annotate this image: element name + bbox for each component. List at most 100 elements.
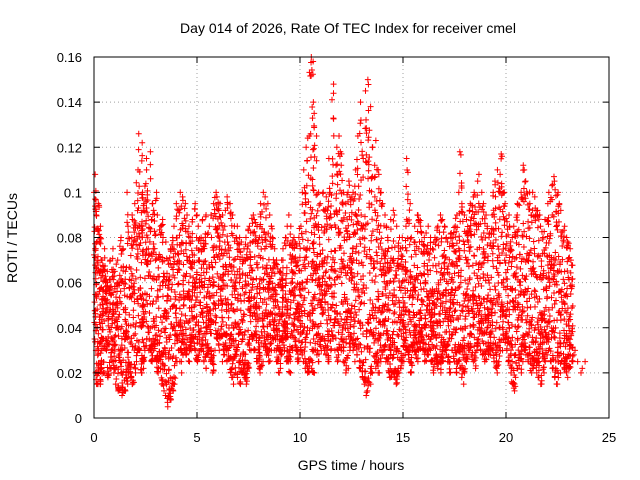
- data-point: [311, 122, 318, 129]
- data-point: [210, 281, 217, 288]
- data-point: [199, 341, 206, 348]
- data-point: [287, 223, 294, 230]
- data-point: [545, 221, 552, 228]
- data-point: [268, 339, 275, 346]
- data-point: [391, 287, 398, 294]
- data-point: [522, 178, 529, 185]
- data-point: [145, 213, 152, 220]
- data-point: [369, 216, 376, 223]
- data-point: [188, 247, 195, 254]
- data-point: [244, 245, 251, 252]
- data-point: [460, 238, 467, 245]
- data-point: [124, 219, 131, 226]
- data-point: [165, 281, 172, 288]
- data-point: [357, 99, 364, 106]
- data-point: [92, 171, 99, 178]
- data-point: [425, 223, 432, 230]
- data-point: [268, 272, 275, 279]
- data-point: [175, 280, 182, 287]
- data-point: [110, 369, 117, 376]
- data-point: [241, 297, 248, 304]
- data-point: [101, 318, 108, 325]
- data-point: [170, 324, 177, 331]
- data-point: [403, 155, 410, 162]
- data-point: [418, 286, 425, 293]
- data-point: [208, 317, 215, 324]
- data-point: [125, 365, 132, 372]
- data-point: [271, 245, 278, 252]
- data-point: [253, 331, 260, 338]
- data-point: [131, 361, 138, 368]
- data-point: [287, 369, 294, 376]
- data-point: [417, 223, 424, 230]
- data-point: [130, 283, 137, 290]
- data-point: [222, 340, 229, 347]
- data-point: [200, 319, 207, 326]
- data-point: [441, 224, 448, 231]
- data-point: [182, 217, 189, 224]
- data-point: [182, 350, 189, 357]
- data-point: [512, 287, 519, 294]
- data-point: [413, 355, 420, 362]
- data-point: [220, 226, 227, 233]
- data-point: [151, 218, 158, 225]
- data-point: [182, 200, 189, 207]
- data-point: [122, 306, 129, 313]
- data-point: [504, 276, 511, 283]
- data-point: [196, 331, 203, 338]
- data-point: [100, 369, 107, 376]
- data-point: [162, 239, 169, 246]
- data-point: [185, 233, 192, 240]
- data-point: [230, 264, 237, 271]
- data-point: [154, 211, 161, 218]
- data-point: [271, 318, 278, 325]
- data-point: [250, 211, 257, 218]
- data-point: [187, 339, 194, 346]
- data-point: [151, 228, 158, 235]
- data-point: [316, 202, 323, 209]
- data-point: [446, 358, 453, 365]
- data-point: [537, 223, 544, 230]
- data-point: [315, 358, 322, 365]
- data-point: [242, 257, 249, 264]
- data-point: [230, 324, 237, 331]
- data-point: [237, 249, 244, 256]
- data-point: [140, 302, 147, 309]
- data-point: [283, 270, 290, 277]
- data-point: [172, 375, 179, 382]
- data-point: [252, 219, 259, 226]
- data-point: [261, 312, 268, 319]
- data-point: [102, 297, 109, 304]
- data-point: [403, 247, 410, 254]
- data-point: [107, 300, 114, 307]
- data-point: [150, 207, 157, 214]
- data-point: [247, 262, 254, 269]
- data-point: [243, 381, 250, 388]
- data-point: [408, 234, 415, 241]
- data-point: [176, 209, 183, 216]
- data-point: [124, 240, 131, 247]
- data-point: [175, 266, 182, 273]
- data-point: [110, 276, 117, 283]
- data-point: [260, 189, 267, 196]
- data-point: [228, 301, 235, 308]
- data-point: [165, 313, 172, 320]
- data-point: [162, 325, 169, 332]
- data-point: [331, 267, 338, 274]
- data-point: [271, 270, 278, 277]
- data-point: [456, 170, 463, 177]
- data-point: [214, 270, 221, 277]
- data-point: [237, 378, 244, 385]
- data-point: [240, 367, 247, 374]
- data-point: [141, 354, 148, 361]
- data-point: [492, 309, 499, 316]
- data-point: [309, 103, 316, 110]
- data-point: [517, 282, 524, 289]
- data-point: [406, 241, 413, 248]
- data-point: [133, 352, 140, 359]
- data-point: [506, 211, 513, 218]
- data-point: [115, 314, 122, 321]
- data-point: [334, 161, 341, 168]
- data-point: [330, 90, 337, 97]
